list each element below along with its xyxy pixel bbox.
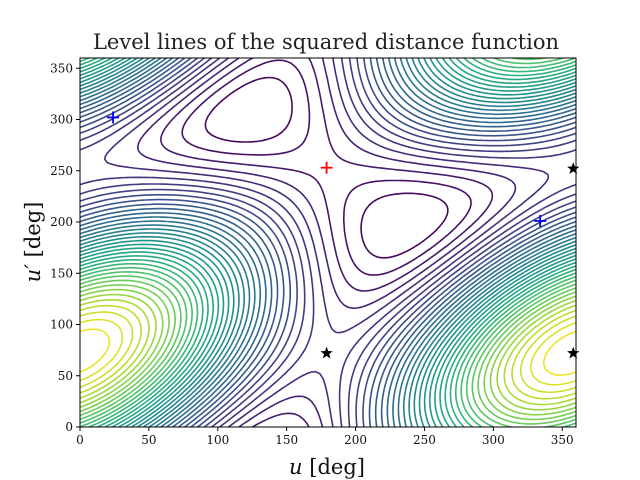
plus-marker: [534, 214, 547, 227]
contour-level: [80, 58, 576, 427]
contour-level: [80, 58, 576, 427]
contour-lines: [80, 58, 576, 427]
contour-level: [204, 76, 449, 259]
contour-level: [136, 58, 517, 427]
plus-marker: [107, 111, 120, 124]
y-tick-label: 250: [50, 164, 73, 178]
contour-level: [80, 58, 576, 427]
y-tick-label: 50: [58, 369, 73, 383]
plus-marker: [320, 161, 333, 174]
x-axis: 0 50 100 150 200 250 300 350: [76, 427, 574, 447]
marker-layer: [107, 111, 580, 359]
x-tick-label: 150: [275, 433, 298, 447]
contour-level: [80, 58, 576, 427]
contour-level: [80, 58, 576, 427]
y-axis-label-unit: [deg]: [21, 202, 45, 264]
y-axis: 0 50 100 150 200 250 300 350: [50, 61, 80, 434]
contour-level: [80, 328, 576, 376]
contour-level: [80, 58, 576, 427]
x-axis-label: u [deg]: [289, 455, 365, 479]
contour-level: [80, 58, 576, 427]
contour-level: [80, 293, 576, 411]
contour-level: [80, 304, 576, 400]
y-tick-label: 200: [50, 215, 73, 229]
y-axis-label: u′ [deg]: [21, 202, 45, 283]
star-marker: [567, 346, 580, 359]
x-axis-label-unit: [deg]: [303, 455, 365, 479]
y-tick-label: 150: [50, 266, 73, 280]
star-marker: [320, 346, 333, 359]
x-tick-label: 350: [551, 433, 574, 447]
y-tick-label: 0: [65, 420, 73, 434]
x-tick-label: 0: [76, 433, 84, 447]
y-axis-label-var: u′: [21, 264, 45, 283]
contour-level: [80, 58, 576, 427]
y-tick-label: 100: [50, 318, 73, 332]
x-tick-label: 50: [141, 433, 156, 447]
x-tick-label: 100: [206, 433, 229, 447]
contour-level: [80, 58, 576, 427]
y-tick-label: 350: [50, 61, 73, 75]
x-tick-label: 300: [482, 433, 505, 447]
contour-level: [80, 311, 576, 394]
contour-level: [80, 58, 576, 427]
contour-level: [80, 58, 576, 427]
contour-level: [80, 58, 576, 427]
contour-level: [181, 59, 472, 276]
contour-level: [80, 288, 576, 416]
plot-frame: [79, 57, 577, 428]
contour-level: [80, 284, 576, 421]
x-tick-label: 250: [413, 433, 436, 447]
x-axis-label-var: u: [289, 455, 303, 479]
y-tick-label: 300: [50, 113, 73, 127]
contour-level: [80, 279, 576, 425]
chart-title: Level lines of the squared distance func…: [93, 30, 559, 54]
contour-level: [80, 58, 576, 427]
contour-level: [80, 58, 576, 427]
contour-level: [80, 299, 576, 406]
star-marker: [567, 162, 580, 174]
contour-level: [80, 318, 576, 386]
contour-level: [80, 58, 576, 427]
x-tick-label: 200: [344, 433, 367, 447]
